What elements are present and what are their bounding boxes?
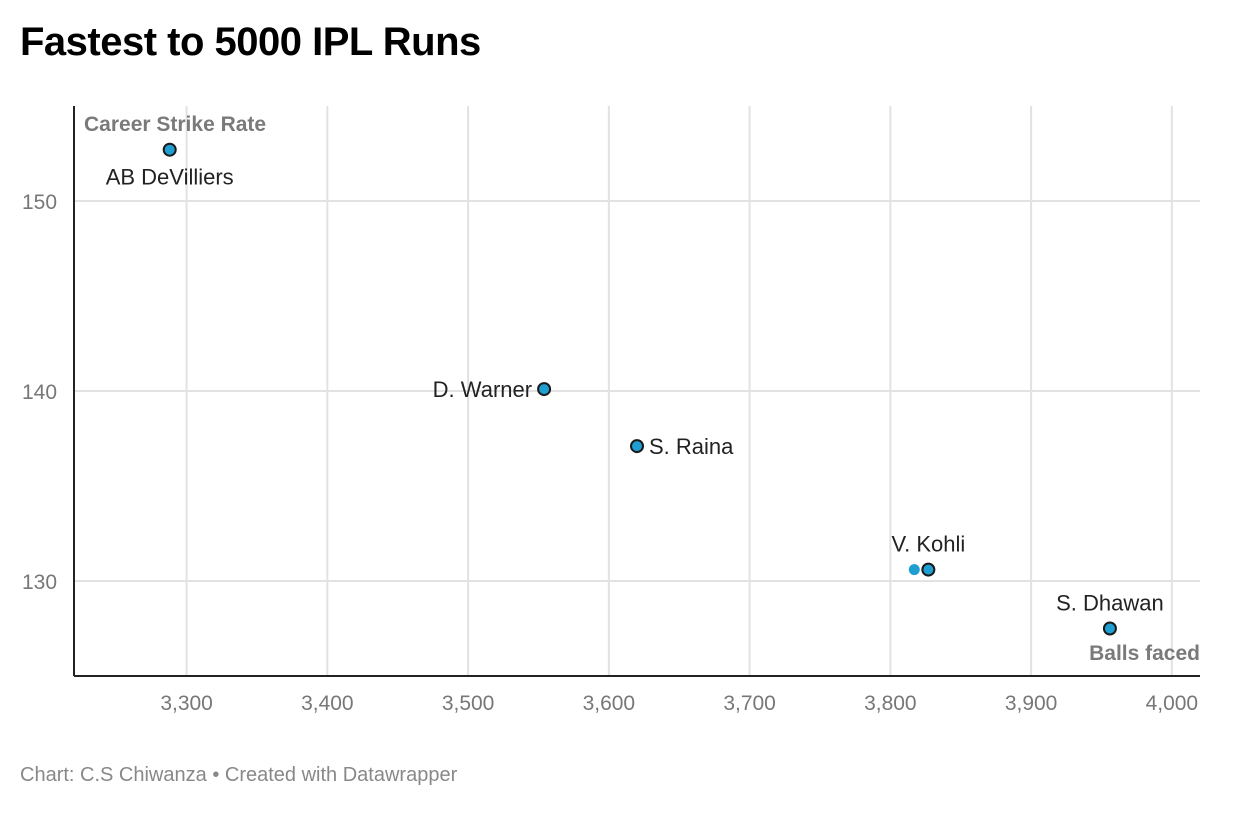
x-tick-labels: 3,300 3,400 3,500 3,600 3,700 3,800 3,900 4,000	[160, 692, 1198, 715]
y-gridlines	[74, 200, 1200, 582]
data-point-label: AB DeVilliers	[106, 165, 234, 190]
footer-separator: •	[212, 764, 220, 786]
x-tick-label: 4,000	[1146, 692, 1199, 715]
x-tick-label: 3,600	[583, 692, 636, 715]
x-tick-label: 3,700	[723, 692, 776, 715]
source-credit: Chart: C.S Chiwanza	[20, 764, 207, 786]
data-point-label: S. Raina	[649, 434, 734, 459]
x-tick-label: 3,900	[1005, 692, 1058, 715]
chart-footer: Chart: C.S Chiwanza • Created with Dataw…	[20, 764, 457, 787]
x-tick-label: 3,500	[442, 692, 495, 715]
chart-title: Fastest to 5000 IPL Runs	[20, 20, 481, 64]
data-point	[162, 142, 177, 157]
y-tick-label: 130	[22, 571, 57, 594]
x-axis-title: Balls faced	[1089, 642, 1200, 665]
data-point	[1102, 621, 1117, 636]
y-tick-label: 150	[22, 191, 57, 214]
data-point	[908, 564, 920, 576]
data-point	[630, 439, 644, 454]
data-point-label: D. Warner	[433, 377, 532, 402]
y-tick-labels: 130 140 150	[22, 191, 57, 594]
scatter-chart: 3,300 3,400 3,500 3,600 3,700 3,800 3,900 4,000…	[22, 106, 1200, 715]
data-point	[921, 562, 936, 577]
data-point-label: V. Kohli	[891, 532, 965, 557]
x-tick-label: 3,800	[864, 692, 917, 715]
x-tick-label: 3,300	[160, 692, 213, 715]
y-axis-title: Career Strike Rate	[84, 113, 266, 136]
x-tick-label: 3,400	[301, 692, 354, 715]
datawrapper-credit: Created with Datawrapper	[224, 764, 458, 786]
data-point	[537, 382, 552, 397]
data-point-label: S. Dhawan	[1056, 591, 1164, 616]
data-points: AB DeVilliers D. Warner S. Raina V. Kohli S.…	[106, 142, 1164, 636]
y-tick-label: 140	[22, 381, 57, 404]
